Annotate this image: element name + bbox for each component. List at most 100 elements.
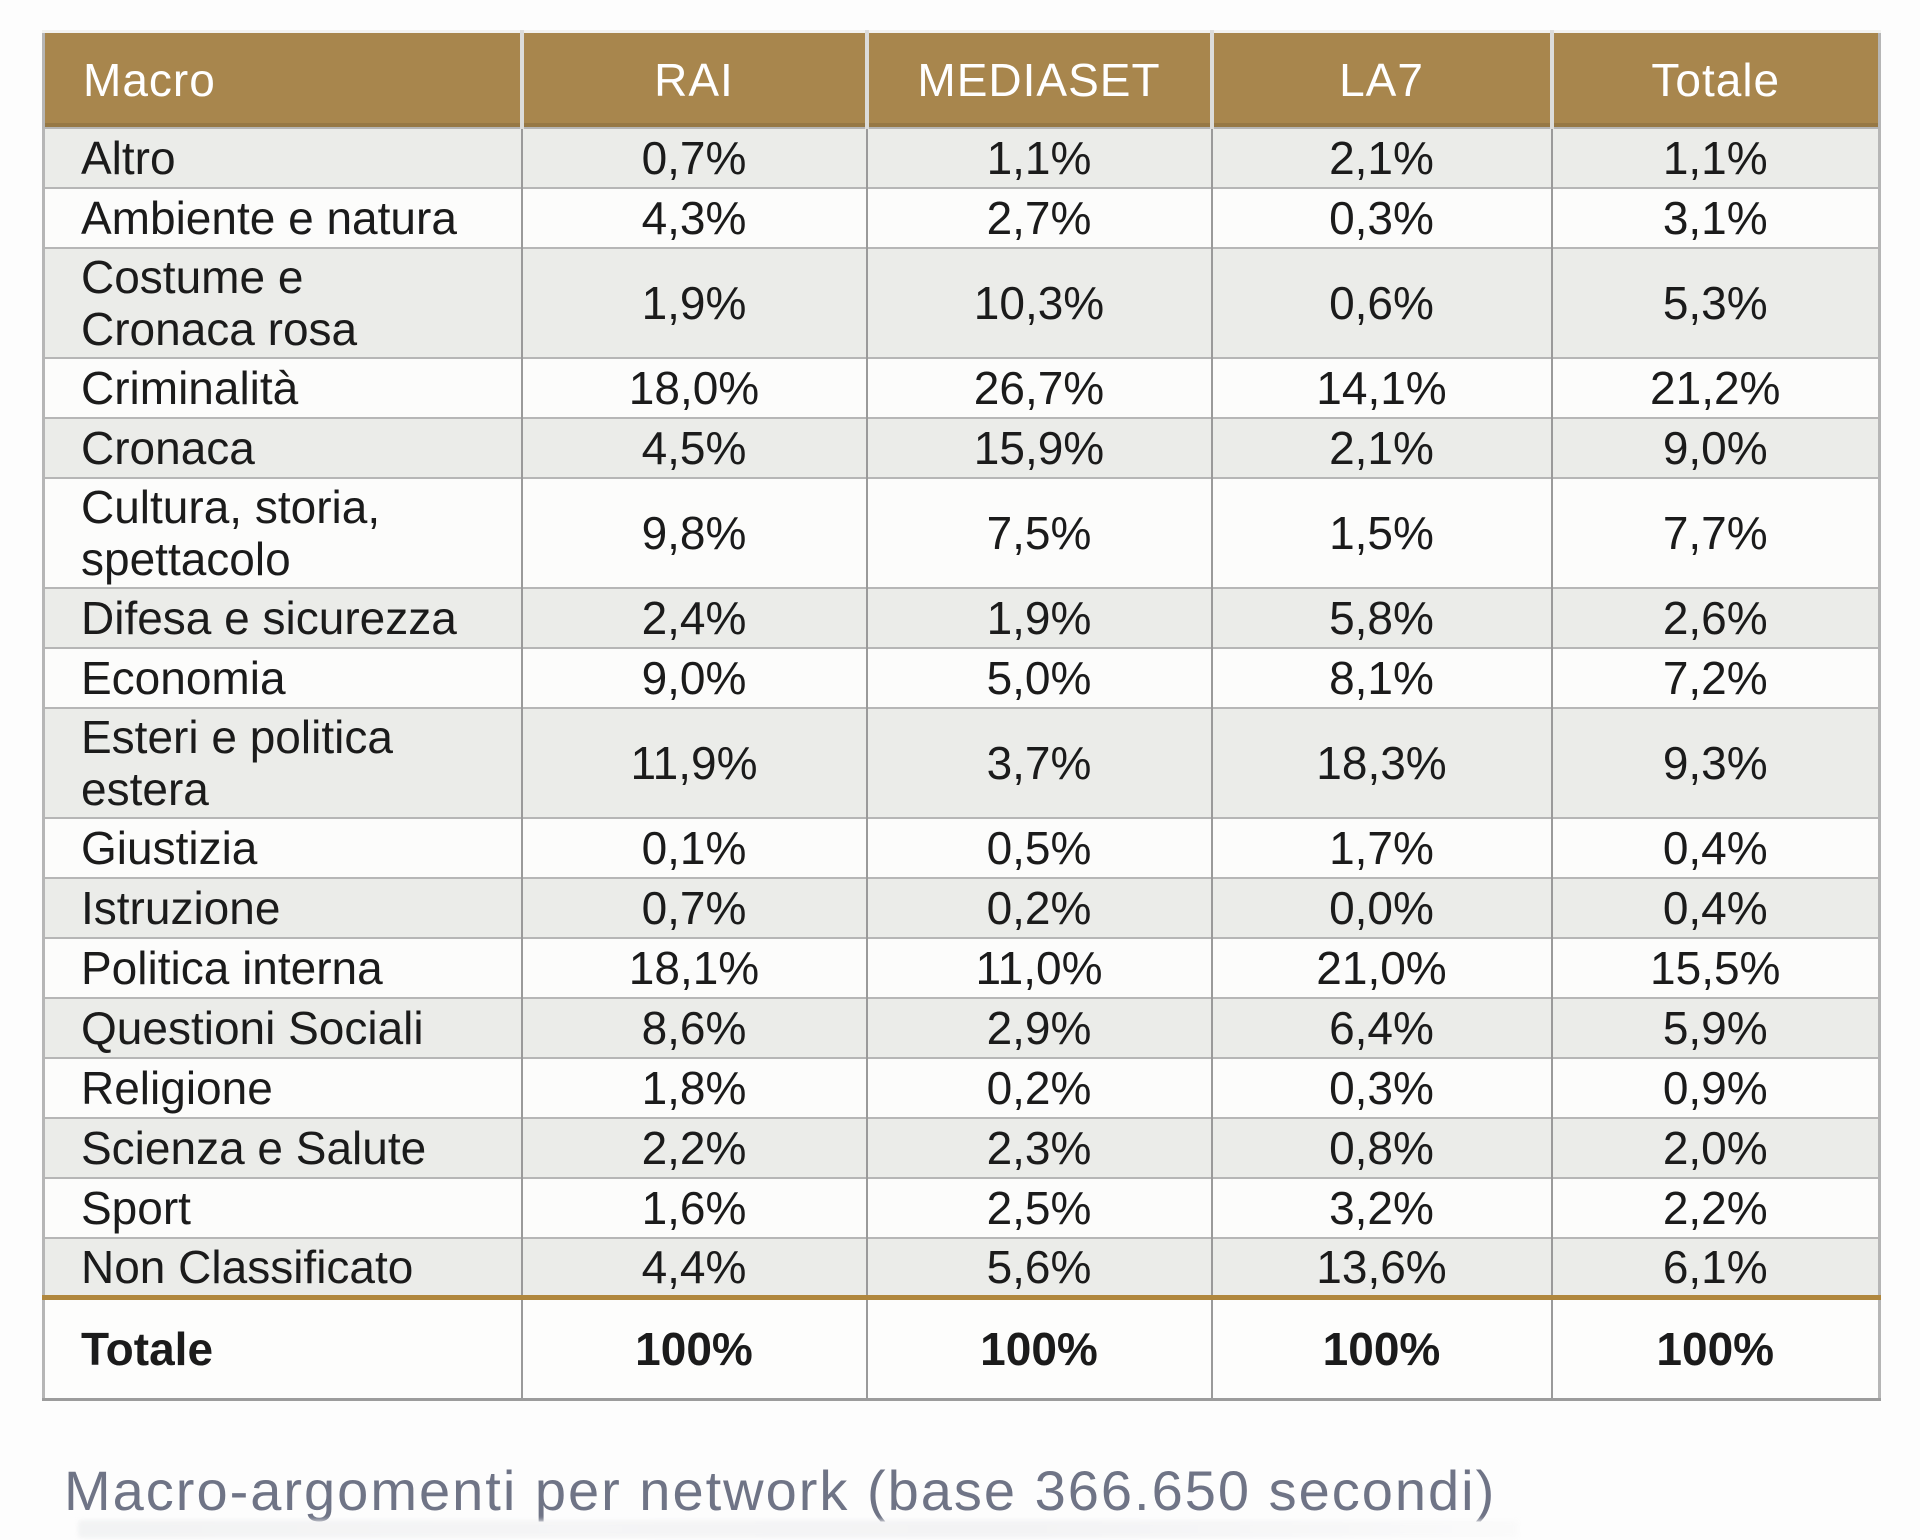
row-label: Sport	[43, 1176, 522, 1238]
table-header: Macro RAI MEDIASET LA7 Totale	[43, 30, 1880, 128]
cell-mediaset: 5,0%	[865, 646, 1212, 708]
cell-totale: 2,6%	[1550, 586, 1880, 648]
cell-mediaset: 0,2%	[865, 876, 1212, 938]
row-label: Criminalità	[43, 356, 522, 418]
table-body: Altro 0,7% 1,1% 2,1% 1,1% Ambiente e nat…	[43, 126, 1880, 1298]
macro-topics-table: Macro RAI MEDIASET LA7 Totale Altro 0,7%…	[42, 30, 1881, 1401]
cell-la7: 0,6%	[1210, 246, 1552, 358]
cell-mediaset: 1,1%	[865, 126, 1212, 188]
row-label: Difesa e sicurezza	[43, 586, 522, 648]
table-row: Religione 1,8% 0,2% 0,3% 0,9%	[43, 1056, 1880, 1118]
row-label: Questioni Sociali	[43, 996, 522, 1058]
cell-la7: 8,1%	[1210, 646, 1552, 708]
cell-totale: 7,2%	[1550, 646, 1880, 708]
row-label: Cronaca	[43, 416, 522, 478]
cell-totale: 0,4%	[1550, 816, 1880, 878]
cell-mediaset: 10,3%	[865, 246, 1212, 358]
cell-la7: 14,1%	[1210, 356, 1552, 418]
table-row: Criminalità 18,0% 26,7% 14,1% 21,2%	[43, 356, 1880, 418]
cell-rai: 0,7%	[520, 876, 867, 938]
cell-rai: 1,8%	[520, 1056, 867, 1118]
total-cell-totale: 100%	[1550, 1295, 1880, 1400]
cell-la7: 1,7%	[1210, 816, 1552, 878]
cell-totale: 7,7%	[1550, 476, 1880, 588]
cell-rai: 18,1%	[520, 936, 867, 998]
cell-la7: 0,3%	[1210, 1056, 1552, 1118]
table-row: Costume e Cronaca rosa 1,9% 10,3% 0,6% 5…	[43, 246, 1880, 358]
cropped-content-artifact	[78, 1520, 1518, 1538]
cell-totale: 9,3%	[1550, 706, 1880, 818]
table-row: Questioni Sociali 8,6% 2,9% 6,4% 5,9%	[43, 996, 1880, 1058]
cell-rai: 0,1%	[520, 816, 867, 878]
table-row: Politica interna 18,1% 11,0% 21,0% 15,5%	[43, 936, 1880, 998]
table-row: Non Classificato 4,4% 5,6% 13,6% 6,1%	[43, 1236, 1880, 1298]
column-header-totale: Totale	[1549, 30, 1880, 128]
cell-rai: 18,0%	[520, 356, 867, 418]
table-row: Cronaca 4,5% 15,9% 2,1% 9,0%	[43, 416, 1880, 478]
row-label: Ambiente e natura	[43, 186, 522, 248]
row-label: Istruzione	[43, 876, 522, 938]
row-label: Politica interna	[43, 936, 522, 998]
cell-la7: 3,2%	[1210, 1176, 1552, 1238]
table-row: Istruzione 0,7% 0,2% 0,0% 0,4%	[43, 876, 1880, 938]
cell-rai: 4,3%	[520, 186, 867, 248]
cell-rai: 9,0%	[520, 646, 867, 708]
table-row: Cultura, storia, spettacolo 9,8% 7,5% 1,…	[43, 476, 1880, 588]
cell-rai: 8,6%	[520, 996, 867, 1058]
cell-mediaset: 5,6%	[865, 1236, 1212, 1298]
cell-rai: 11,9%	[520, 706, 867, 818]
cell-rai: 4,5%	[520, 416, 867, 478]
row-label: Scienza e Salute	[43, 1116, 522, 1178]
cell-totale: 15,5%	[1550, 936, 1880, 998]
table-footer: Totale 100% 100% 100% 100%	[43, 1295, 1880, 1400]
cell-la7: 1,5%	[1210, 476, 1552, 588]
cell-rai: 2,4%	[520, 586, 867, 648]
cell-totale: 0,9%	[1550, 1056, 1880, 1118]
total-row: Totale 100% 100% 100% 100%	[43, 1295, 1880, 1400]
column-header-la7: LA7	[1209, 30, 1552, 128]
table-caption: Macro-argomenti per network (base 366.65…	[64, 1459, 1497, 1522]
cell-la7: 2,1%	[1210, 126, 1552, 188]
cell-rai: 9,8%	[520, 476, 867, 588]
cell-mediaset: 15,9%	[865, 416, 1212, 478]
cell-mediaset: 0,5%	[865, 816, 1212, 878]
cell-mediaset: 11,0%	[865, 936, 1212, 998]
row-label: Costume e Cronaca rosa	[43, 246, 522, 358]
cell-mediaset: 26,7%	[865, 356, 1212, 418]
row-label: Altro	[43, 126, 522, 188]
total-cell-mediaset: 100%	[865, 1295, 1212, 1400]
cell-totale: 3,1%	[1550, 186, 1880, 248]
cell-mediaset: 1,9%	[865, 586, 1212, 648]
cell-la7: 0,8%	[1210, 1116, 1552, 1178]
cell-totale: 2,2%	[1550, 1176, 1880, 1238]
cell-rai: 0,7%	[520, 126, 867, 188]
cell-la7: 5,8%	[1210, 586, 1552, 648]
total-cell-la7: 100%	[1210, 1295, 1552, 1400]
total-cell-rai: 100%	[520, 1295, 867, 1400]
total-row-label: Totale	[43, 1295, 522, 1400]
table-row: Scienza e Salute 2,2% 2,3% 0,8% 2,0%	[43, 1116, 1880, 1178]
cell-rai: 1,9%	[520, 246, 867, 358]
cell-totale: 21,2%	[1550, 356, 1880, 418]
cell-totale: 2,0%	[1550, 1116, 1880, 1178]
table-row: Ambiente e natura 4,3% 2,7% 0,3% 3,1%	[43, 186, 1880, 248]
row-label: Giustizia	[43, 816, 522, 878]
cell-mediaset: 2,9%	[865, 996, 1212, 1058]
cell-la7: 21,0%	[1210, 936, 1552, 998]
cell-la7: 0,3%	[1210, 186, 1552, 248]
row-label: Religione	[43, 1056, 522, 1118]
table-row: Esteri e politica estera 11,9% 3,7% 18,3…	[43, 706, 1880, 818]
cell-mediaset: 2,3%	[865, 1116, 1212, 1178]
row-label: Economia	[43, 646, 522, 708]
cell-mediaset: 0,2%	[865, 1056, 1212, 1118]
cell-mediaset: 3,7%	[865, 706, 1212, 818]
row-label: Esteri e politica estera	[43, 706, 522, 818]
cell-la7: 6,4%	[1210, 996, 1552, 1058]
row-label: Non Classificato	[43, 1236, 522, 1298]
table-row: Sport 1,6% 2,5% 3,2% 2,2%	[43, 1176, 1880, 1238]
cell-totale: 9,0%	[1550, 416, 1880, 478]
column-header-macro: Macro	[43, 30, 522, 128]
cell-la7: 0,0%	[1210, 876, 1552, 938]
cell-la7: 18,3%	[1210, 706, 1552, 818]
